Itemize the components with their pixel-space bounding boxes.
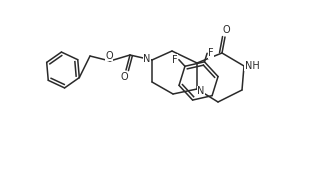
Text: F: F bbox=[172, 55, 178, 65]
Text: N: N bbox=[143, 54, 151, 64]
Text: NH: NH bbox=[245, 61, 259, 71]
Text: O: O bbox=[120, 72, 128, 82]
Text: O: O bbox=[222, 25, 230, 35]
Text: N: N bbox=[197, 86, 205, 96]
Text: O: O bbox=[105, 51, 113, 61]
Text: F: F bbox=[208, 48, 214, 58]
